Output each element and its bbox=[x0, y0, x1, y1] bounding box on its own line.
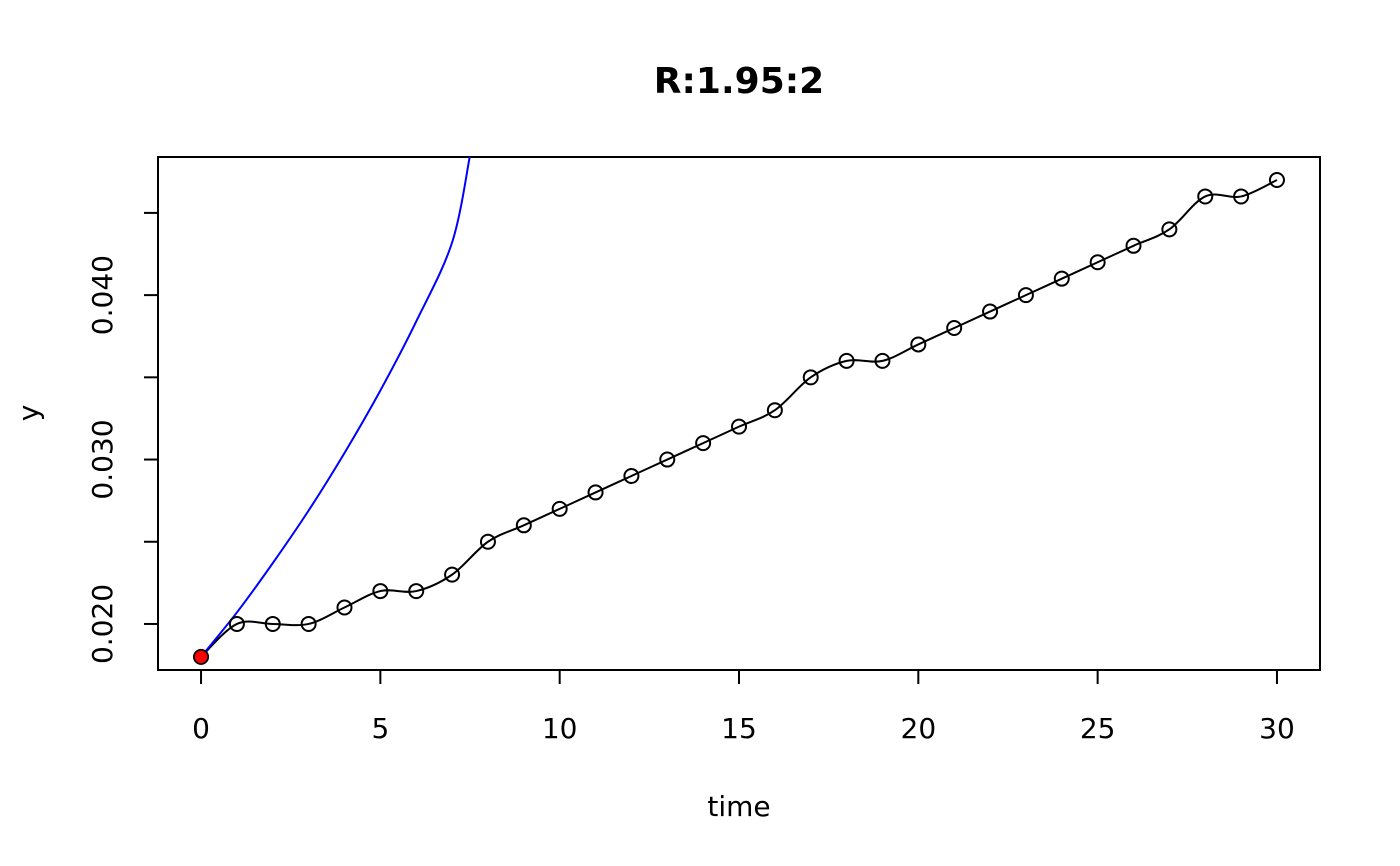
x-tick-label: 0 bbox=[192, 712, 210, 745]
data-point bbox=[910, 336, 927, 353]
y-tick-label: 0.040 bbox=[86, 255, 119, 335]
x-tick-label: 20 bbox=[901, 712, 937, 745]
x-axis-label: time bbox=[707, 790, 770, 823]
data-point bbox=[551, 500, 568, 517]
data-point bbox=[1233, 188, 1250, 205]
data-point bbox=[444, 566, 461, 583]
data-point bbox=[1161, 221, 1178, 238]
model-curve bbox=[200, 157, 471, 658]
chart-title: R:1.95:2 bbox=[654, 61, 824, 102]
y-tick-label: 0.030 bbox=[86, 419, 119, 499]
data-point bbox=[802, 369, 819, 386]
data-point bbox=[731, 418, 747, 435]
markers bbox=[193, 172, 1285, 665]
x-tick-label: 10 bbox=[542, 712, 578, 745]
data-point bbox=[946, 320, 963, 336]
data-point bbox=[515, 517, 532, 534]
data-point bbox=[874, 352, 891, 369]
data-point bbox=[587, 484, 604, 501]
data-point bbox=[766, 402, 783, 419]
data-point bbox=[336, 599, 353, 616]
y-axis-label: y bbox=[12, 405, 45, 422]
data-point bbox=[228, 615, 245, 632]
x-tick-label: 15 bbox=[721, 712, 757, 745]
data-point bbox=[264, 615, 281, 632]
observed-line bbox=[200, 179, 1278, 658]
data-point bbox=[838, 352, 855, 369]
x-tick-label: 30 bbox=[1259, 712, 1295, 745]
y-axis: 0.020 0.030 0.040 bbox=[86, 211, 159, 664]
data-point bbox=[982, 303, 999, 320]
data-point bbox=[300, 615, 317, 632]
data-point bbox=[408, 583, 425, 600]
data-point bbox=[1053, 270, 1070, 287]
data-point bbox=[372, 583, 389, 600]
data-point bbox=[1268, 172, 1285, 189]
data-point bbox=[1197, 188, 1214, 205]
plot-area bbox=[200, 157, 1278, 658]
data-point bbox=[659, 451, 676, 468]
data-point bbox=[1017, 287, 1034, 304]
data-point bbox=[1089, 254, 1106, 271]
initial-point bbox=[193, 649, 209, 665]
data-point bbox=[623, 467, 640, 484]
data-point bbox=[479, 533, 496, 550]
data-point bbox=[695, 435, 712, 452]
x-axis: 0 5 10 15 20 25 30 bbox=[192, 669, 1295, 745]
x-tick-label: 5 bbox=[371, 712, 389, 745]
data-point bbox=[1125, 237, 1142, 254]
y-tick-label: 0.020 bbox=[86, 584, 119, 664]
plot-frame bbox=[157, 156, 1321, 671]
x-tick-label: 25 bbox=[1080, 712, 1116, 745]
